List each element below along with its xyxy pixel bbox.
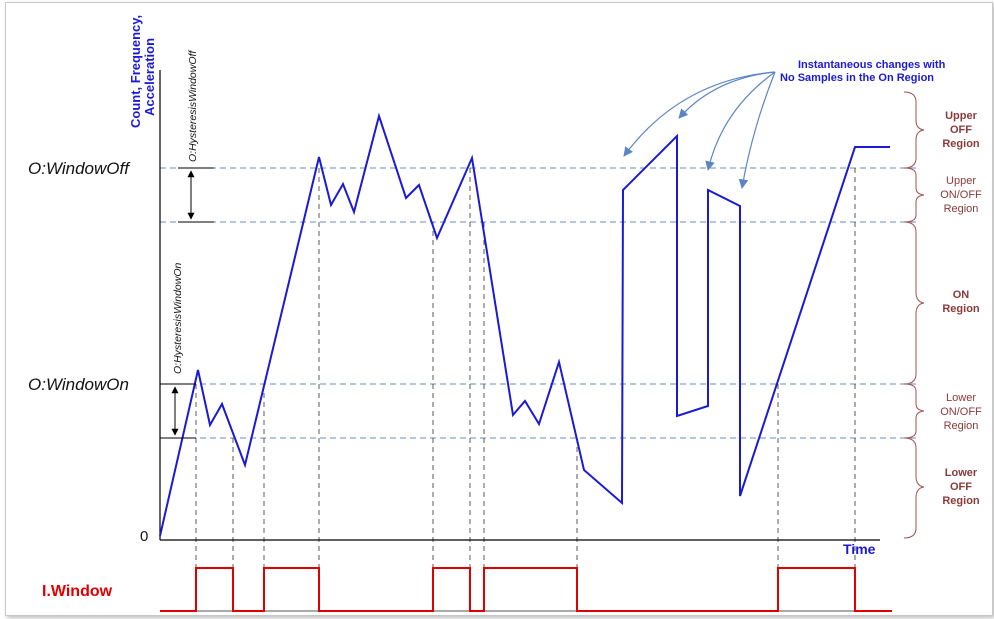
region-label-on: ON Region [942, 289, 980, 315]
window-on-label: O:WindowOn [28, 375, 129, 394]
annotation-line2: No Samples in the On Region [780, 72, 934, 84]
region-label-line: Lower [945, 467, 978, 479]
region-label-upper-on-off: Upper ON/OFF Region [940, 175, 982, 215]
region-brace [903, 383, 925, 439]
region-label-line: OFF [950, 124, 972, 136]
region-label-line: Region [944, 203, 979, 215]
region-label-line: Region [942, 303, 980, 315]
region-label-line: ON/OFF [940, 189, 982, 201]
threshold-lines [160, 167, 916, 439]
annotation-line1: Instantaneous changes with [798, 59, 946, 71]
region-brace [903, 167, 925, 223]
hysteresis-off-label: O:HysteresisWindowOff [187, 50, 199, 162]
y-axis-title-line2: Acceleration [142, 38, 157, 116]
region-braces [903, 91, 925, 539]
annotation-arrow [623, 71, 776, 157]
signal-trace [159, 112, 890, 537]
annotation-arrow [705, 71, 776, 171]
y-axis-title: Count, Frequency, Acceleration [128, 15, 157, 128]
axes [159, 70, 880, 541]
output-trace [160, 567, 892, 612]
hysteresis-dimensions [160, 167, 214, 439]
region-label-line: OFF [950, 481, 972, 493]
annotation-arrows [623, 71, 776, 189]
region-label-lower-on-off: Lower ON/OFF Region [940, 392, 982, 432]
diagram-frame [5, 2, 993, 616]
hysteresis-on-label: O:HysteresisWindowOn [172, 262, 184, 374]
origin-label: 0 [140, 528, 148, 545]
annotation-arrow [738, 71, 776, 189]
region-label-line: Upper [945, 110, 978, 122]
region-label-line: Upper [946, 175, 976, 187]
annotation-arrow [678, 71, 776, 119]
region-label-line: Region [942, 495, 980, 507]
transition-guides [195, 168, 856, 568]
output-label: I.Window [42, 583, 113, 600]
region-label-line: Region [944, 420, 979, 432]
region-label-line: ON/OFF [940, 406, 982, 418]
region-label-upper-off: Upper OFF Region [942, 110, 980, 150]
region-label-line: Lower [946, 392, 976, 404]
region-brace [903, 91, 925, 169]
region-brace [903, 221, 925, 385]
x-axis-title: Time [843, 541, 876, 557]
region-label-line: ON [953, 289, 970, 301]
y-axis-title-line1: Count, Frequency, [128, 15, 143, 128]
window-off-label: O:WindowOff [28, 159, 131, 178]
region-label-lower-off: Lower OFF Region [942, 467, 980, 507]
region-brace [903, 437, 925, 539]
output-signal [160, 567, 892, 612]
region-label-line: Region [942, 138, 980, 150]
